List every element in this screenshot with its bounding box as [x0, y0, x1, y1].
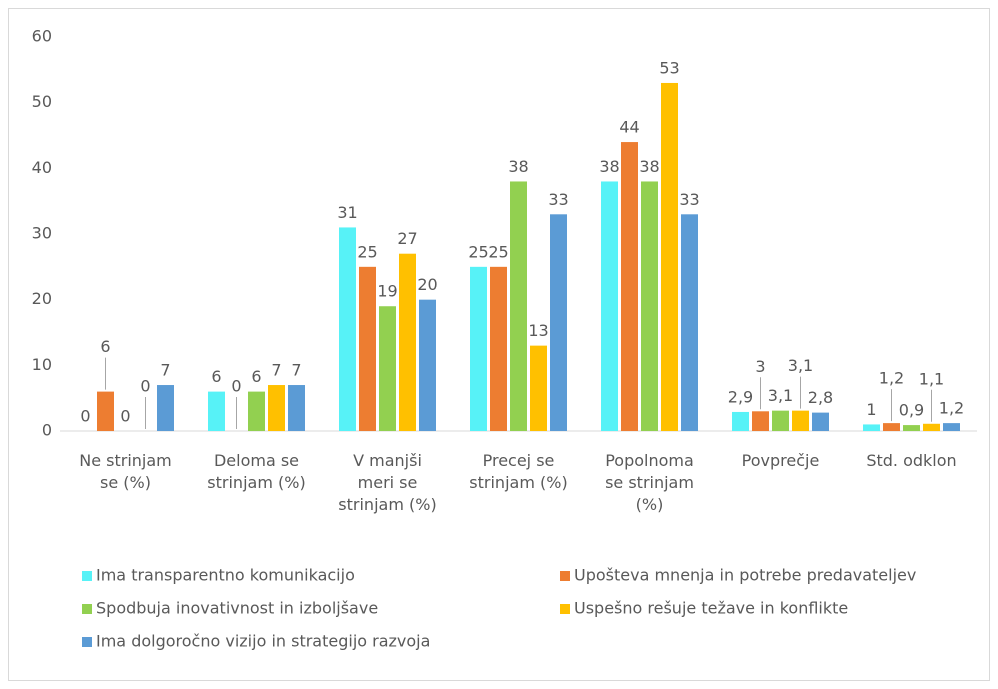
x-tick-label: Povprečje [741, 451, 820, 470]
bar [732, 411, 749, 431]
y-tick-label: 20 [32, 289, 52, 308]
legend-swatch [82, 571, 92, 581]
y-tick-label: 0 [42, 421, 52, 440]
bar [339, 227, 356, 431]
y-tick-label: 40 [32, 158, 52, 177]
x-tick-label: Popolnoma se strinjam (%) [605, 451, 694, 514]
data-label: 7 [291, 361, 301, 380]
bar [641, 181, 658, 431]
bar [419, 299, 436, 431]
data-label: 1 [866, 400, 876, 419]
data-label: 25 [468, 242, 488, 261]
bar [248, 391, 265, 431]
data-label: 25 [488, 242, 508, 261]
legend-label: Uspešno rešuje težave in konflikte [574, 599, 848, 618]
data-label: 25 [357, 242, 377, 261]
bar [772, 410, 789, 431]
data-label: 6 [100, 337, 110, 356]
bar [288, 385, 305, 431]
bar [550, 214, 567, 431]
data-label: 0,9 [899, 401, 924, 420]
data-label: 1,1 [919, 369, 944, 388]
x-tick-label: Ne strinjam se (%) [79, 451, 172, 492]
bar [359, 266, 376, 431]
data-label: 38 [508, 157, 528, 176]
legend-swatch [560, 571, 570, 581]
data-label: 6 [251, 367, 261, 386]
bar [903, 425, 920, 431]
y-tick-label: 50 [32, 92, 52, 111]
data-label: 0 [120, 407, 130, 426]
bar [268, 385, 285, 431]
data-label: 33 [679, 190, 699, 209]
legend-label: Ima transparentno komunikacijo [96, 566, 355, 585]
x-tick-label: Precej se strinjam (%) [469, 451, 568, 492]
y-tick-label: 60 [32, 27, 52, 46]
bar [157, 385, 174, 431]
data-label: 1,2 [879, 369, 904, 388]
bar [883, 423, 900, 431]
data-label: 19 [377, 282, 397, 301]
bar [490, 266, 507, 431]
bar [470, 266, 487, 431]
data-label: 6 [211, 367, 221, 386]
bar [379, 306, 396, 431]
chart-border [8, 8, 990, 681]
data-label: 20 [417, 275, 437, 294]
legend-label: Spodbuja inovativnost in izboljšave [96, 599, 378, 618]
bar [863, 424, 880, 431]
data-label: 33 [548, 190, 568, 209]
bar [208, 391, 225, 431]
y-tick-label: 10 [32, 355, 52, 374]
bar [510, 181, 527, 431]
bar [399, 253, 416, 431]
y-tick-label: 30 [32, 224, 52, 243]
data-label: 31 [337, 203, 357, 222]
legend-swatch [82, 604, 92, 614]
bar [530, 345, 547, 431]
legend-label: Upošteva mnenja in potrebe predavateljev [574, 566, 916, 585]
data-label: 27 [397, 229, 417, 248]
bar [923, 423, 940, 431]
bar [752, 411, 769, 431]
data-label: 3,1 [768, 386, 793, 405]
data-label: 38 [639, 157, 659, 176]
data-label: 3 [755, 357, 765, 376]
data-label: 38 [599, 157, 619, 176]
data-label: 1,2 [939, 399, 964, 418]
data-label: 0 [231, 377, 241, 396]
data-label: 7 [271, 361, 281, 380]
bar [943, 423, 960, 431]
bar [601, 181, 618, 431]
legend-swatch [560, 604, 570, 614]
data-label: 2,9 [728, 387, 753, 406]
data-label: 3,1 [788, 356, 813, 375]
x-tick-label: Std. odklon [866, 451, 957, 470]
bar [812, 412, 829, 431]
data-label: 7 [160, 361, 170, 380]
x-tick-label: Deloma se strinjam (%) [207, 451, 306, 492]
legend-swatch [82, 637, 92, 647]
bar [661, 82, 678, 431]
bar [681, 214, 698, 431]
legend-label: Ima dolgoročno vizijo in strategijo razv… [96, 632, 430, 651]
data-label: 0 [80, 407, 90, 426]
data-label: 44 [619, 118, 639, 137]
x-tick-label: V manjši meri se strinjam (%) [338, 451, 437, 514]
data-label: 13 [528, 321, 548, 340]
bar [97, 391, 114, 431]
bar [792, 410, 809, 431]
data-label: 2,8 [808, 388, 833, 407]
bar [621, 142, 638, 432]
data-label: 0 [140, 377, 150, 396]
data-label: 53 [659, 58, 679, 77]
